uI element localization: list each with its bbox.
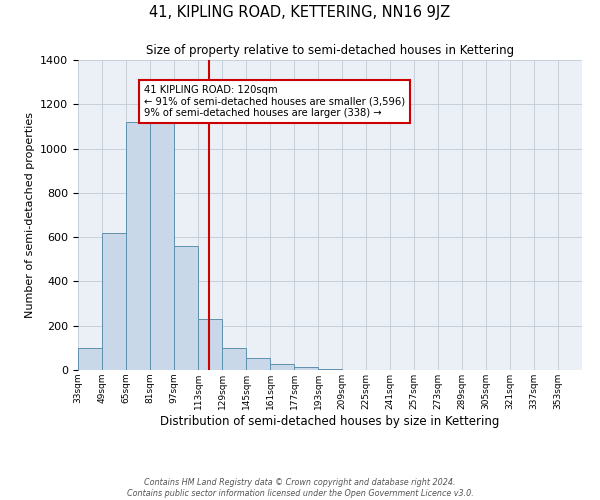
Text: 41 KIPLING ROAD: 120sqm
← 91% of semi-detached houses are smaller (3,596)
9% of : 41 KIPLING ROAD: 120sqm ← 91% of semi-de…: [143, 85, 404, 118]
Bar: [78, 348, 102, 370]
Bar: [222, 348, 246, 370]
Text: 41, KIPLING ROAD, KETTERING, NN16 9JZ: 41, KIPLING ROAD, KETTERING, NN16 9JZ: [149, 5, 451, 20]
Bar: [246, 358, 270, 370]
Y-axis label: Number of semi-detached properties: Number of semi-detached properties: [25, 112, 35, 318]
Title: Size of property relative to semi-detached houses in Kettering: Size of property relative to semi-detach…: [146, 44, 514, 58]
Bar: [102, 232, 126, 370]
Bar: [270, 364, 294, 370]
Bar: [318, 369, 342, 370]
Bar: [198, 319, 222, 370]
Bar: [294, 366, 318, 370]
Bar: [150, 122, 174, 370]
Bar: [174, 246, 198, 370]
X-axis label: Distribution of semi-detached houses by size in Kettering: Distribution of semi-detached houses by …: [160, 414, 500, 428]
Bar: [126, 122, 150, 370]
Text: Contains HM Land Registry data © Crown copyright and database right 2024.
Contai: Contains HM Land Registry data © Crown c…: [127, 478, 473, 498]
